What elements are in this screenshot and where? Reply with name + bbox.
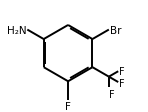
Text: Br: Br <box>110 25 121 35</box>
Text: F: F <box>65 101 71 111</box>
Text: F: F <box>119 78 125 88</box>
Text: H₂N: H₂N <box>7 25 26 35</box>
Text: F: F <box>109 89 114 99</box>
Text: F: F <box>119 66 125 76</box>
